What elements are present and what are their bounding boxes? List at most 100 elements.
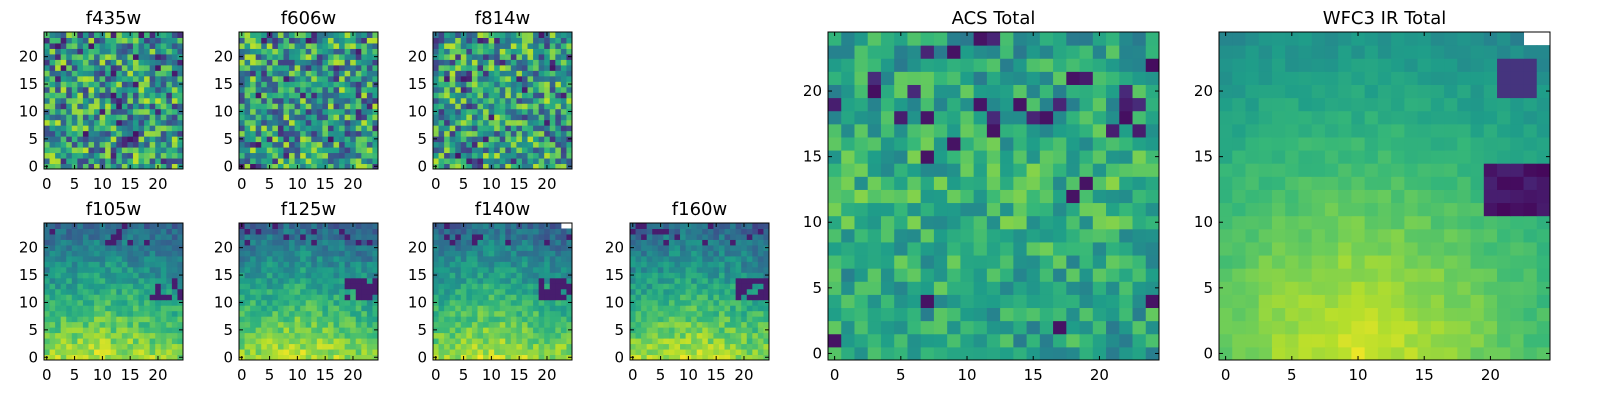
heatmap-cell (289, 158, 296, 165)
heatmap-cell (294, 92, 301, 99)
heatmap-cell (1106, 241, 1120, 256)
heatmap-cell (266, 255, 273, 262)
heatmap-cell (77, 64, 84, 71)
heatmap-cell (828, 320, 842, 335)
heatmap-cell (261, 266, 268, 273)
heatmap-cell (138, 48, 145, 55)
heatmap-cell (641, 310, 648, 317)
heatmap-cell (549, 42, 556, 49)
heatmap-cell (455, 53, 462, 60)
heatmap-cell (973, 215, 988, 230)
heatmap-cell (433, 261, 440, 268)
heatmap-cell (82, 32, 89, 38)
heatmap-cell (344, 119, 351, 126)
heatmap-cell (255, 343, 262, 350)
heatmap-cell (250, 70, 257, 77)
heatmap-cell (560, 32, 567, 38)
heatmap-cell (94, 233, 101, 240)
heatmap-cell (499, 81, 506, 88)
heatmap-cell (986, 268, 1001, 282)
heatmap-cell (527, 70, 534, 77)
heatmap-cell (116, 42, 123, 49)
heatmap-cell (311, 228, 318, 235)
heatmap-cell (538, 97, 545, 104)
heatmap-cell (1066, 294, 1081, 309)
heatmap-cell (477, 223, 484, 229)
heatmap-cell (510, 136, 517, 143)
heatmap-cell (60, 32, 67, 38)
heatmap-cell (160, 349, 167, 356)
heatmap-cell (322, 233, 329, 240)
heatmap-cell (630, 277, 637, 284)
heatmap-cell (244, 48, 251, 55)
heatmap-cell (538, 261, 545, 268)
heatmap-cell (372, 310, 379, 317)
heatmap-cell (171, 103, 178, 110)
heatmap-cell (361, 158, 368, 165)
heatmap-cell (110, 130, 117, 137)
heatmap-cell (127, 283, 134, 290)
heatmap-cell (555, 59, 562, 66)
heatmap-cell (516, 64, 523, 71)
heatmap-cell (635, 310, 642, 317)
heatmap-cell (483, 114, 490, 121)
heatmap-cell (144, 332, 151, 339)
heatmap-cell (521, 114, 529, 121)
heatmap-cell (854, 268, 869, 282)
heatmap-cell (127, 255, 134, 262)
heatmap-cell (894, 241, 908, 256)
heatmap-cell (121, 32, 128, 38)
heatmap-cell (538, 75, 545, 82)
heatmap-cell (533, 86, 540, 93)
heatmap-cell (77, 53, 84, 60)
heatmap-cell (646, 310, 653, 317)
heatmap-cell (144, 310, 151, 317)
heatmap-cell (652, 228, 659, 235)
heatmap-cell (305, 277, 312, 284)
heatmap-cell (757, 244, 764, 251)
heatmap-cell (132, 42, 140, 49)
heatmap-cell (289, 354, 296, 361)
heatmap-cell (322, 75, 329, 82)
heatmap-cell (488, 332, 495, 339)
heatmap-cell (1145, 215, 1160, 230)
heatmap-cell (44, 147, 51, 154)
heatmap-cell (763, 338, 770, 345)
heatmap-cell (121, 75, 128, 82)
heatmap-cell (155, 86, 162, 93)
heatmap-cell (880, 333, 895, 348)
heatmap-cell (538, 48, 545, 55)
heatmap-cell (60, 59, 67, 66)
heatmap-cell (149, 316, 156, 323)
heatmap-cell (255, 299, 262, 306)
heatmap-cell (55, 97, 62, 104)
heatmap-cell (1106, 176, 1120, 190)
heatmap-cell (527, 288, 534, 295)
heatmap-cell (372, 266, 379, 273)
heatmap-cell (466, 349, 473, 356)
heatmap-cell (657, 244, 664, 251)
heatmap-cell (94, 228, 101, 235)
heatmap-cell (494, 147, 501, 154)
heatmap-cell (433, 250, 440, 257)
heatmap-cell (266, 266, 273, 273)
heatmap-cell (538, 125, 545, 132)
heatmap-cell (339, 261, 346, 268)
heatmap-cell (494, 114, 501, 121)
heatmap-cell (752, 305, 759, 312)
heatmap-cell (116, 321, 123, 328)
heatmap-cell (333, 48, 340, 55)
heatmap-cell (763, 255, 770, 262)
heatmap-cell (355, 294, 362, 301)
heatmap-cell (160, 119, 167, 126)
heatmap-cell (533, 103, 540, 110)
heatmap-cell (544, 70, 551, 77)
heatmap-cell (121, 119, 128, 126)
heatmap-cell (471, 228, 478, 235)
heatmap-cell (171, 125, 178, 132)
heatmap-cell (713, 272, 720, 279)
heatmap-cell (752, 299, 759, 306)
heatmap-cell (1053, 320, 1067, 335)
heatmap-cell (1119, 163, 1134, 177)
heatmap-cell (483, 75, 490, 82)
